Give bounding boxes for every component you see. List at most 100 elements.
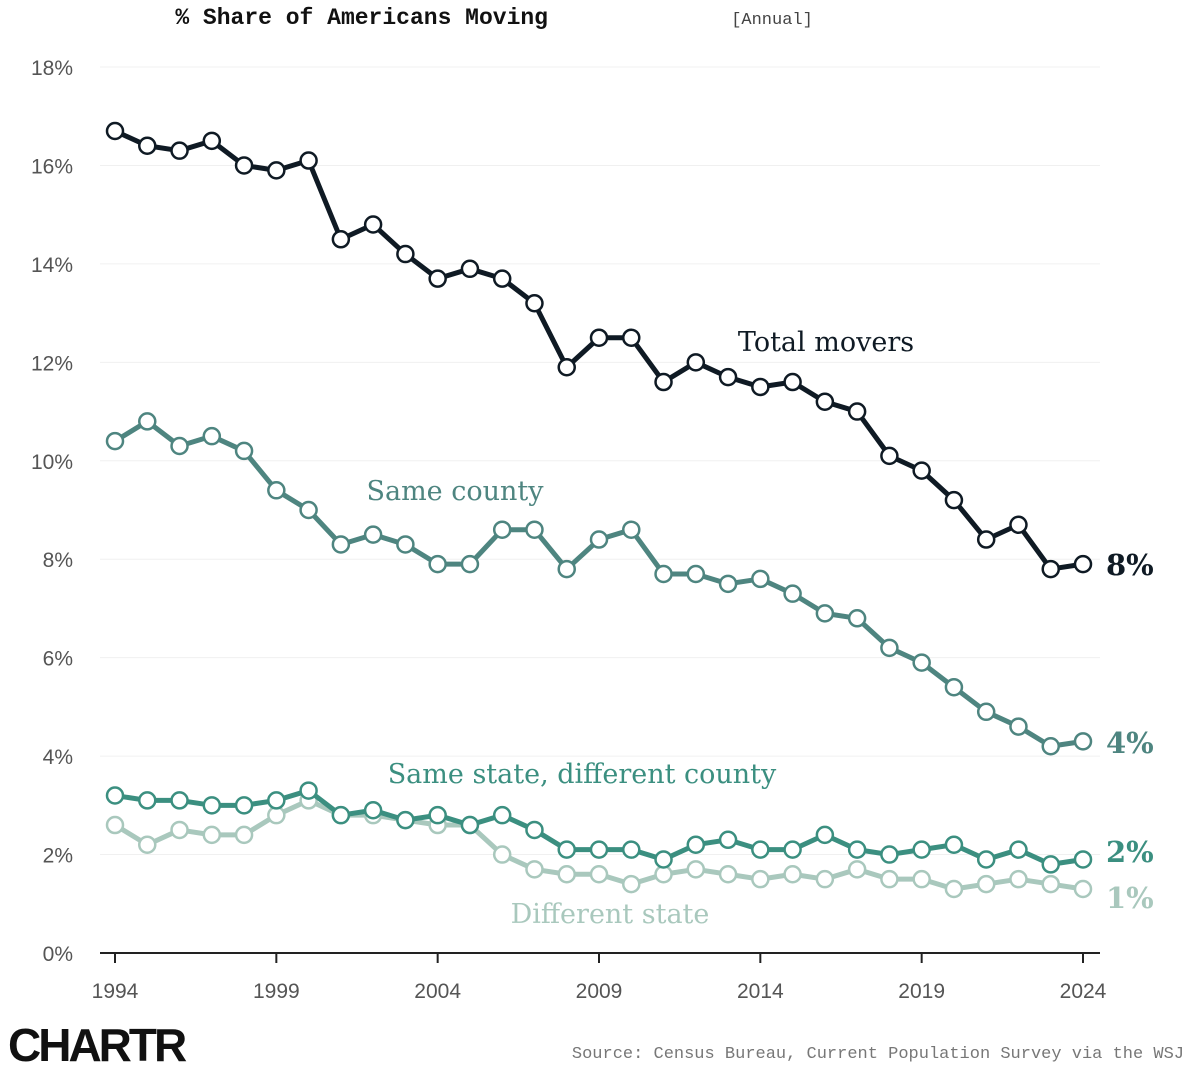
- x-tick-label: 2019: [898, 980, 945, 1003]
- data-point: [525, 820, 544, 840]
- data-point: [718, 574, 738, 594]
- data-point: [622, 328, 641, 347]
- y-tick-label: 12%: [31, 352, 73, 375]
- grid: [100, 66, 1100, 856]
- data-point: [589, 530, 609, 549]
- data-point: [944, 677, 964, 697]
- data-point: [234, 156, 254, 175]
- data-point: [654, 564, 673, 584]
- x-tick-label: 1994: [92, 980, 139, 1003]
- series-same-county: [105, 412, 1093, 756]
- data-point: [1041, 874, 1060, 894]
- data-point: [105, 786, 125, 805]
- data-point: [428, 269, 447, 288]
- data-point: [138, 412, 157, 431]
- data-point: [492, 805, 512, 825]
- end-label-total-movers: 8%: [1106, 548, 1154, 582]
- data-point: [783, 840, 802, 859]
- data-point: [492, 845, 512, 864]
- data-point: [976, 530, 996, 549]
- x-tick-label: 2014: [737, 980, 784, 1003]
- x-tick-label: 2009: [576, 980, 623, 1003]
- data-point: [686, 860, 706, 879]
- data-point: [363, 801, 383, 820]
- series-different-state: [105, 791, 1093, 899]
- data-point: [460, 259, 480, 279]
- data-point: [202, 825, 222, 845]
- data-point: [525, 520, 544, 539]
- y-tick-label: 0%: [43, 943, 73, 966]
- y-tick-label: 8%: [43, 549, 73, 572]
- data-point: [944, 490, 964, 510]
- data-point: [1073, 879, 1093, 899]
- data-point: [654, 372, 673, 392]
- chart-subtitle: [Annual]: [731, 11, 813, 30]
- data-point: [1009, 717, 1028, 736]
- data-point: [492, 520, 512, 539]
- data-point: [267, 791, 286, 810]
- data-point: [912, 869, 931, 889]
- data-point: [525, 294, 544, 313]
- data-point: [622, 520, 641, 539]
- y-tick-label: 6%: [43, 648, 73, 671]
- data-point: [492, 269, 512, 288]
- data-point: [557, 358, 576, 377]
- data-point: [815, 869, 835, 889]
- data-point: [944, 879, 964, 899]
- source-note: Source: Census Bureau, Current Populatio…: [572, 1045, 1184, 1064]
- data-point: [105, 431, 125, 451]
- data-point: [847, 609, 867, 628]
- y-tick-label: 2%: [43, 845, 73, 868]
- data-point: [880, 845, 899, 864]
- data-point: [234, 796, 254, 815]
- data-point: [847, 402, 867, 421]
- end-label-same-state-different-county: 2%: [1106, 835, 1154, 869]
- data-point: [1073, 554, 1093, 574]
- data-point: [589, 864, 609, 884]
- series-total-movers: [105, 121, 1093, 579]
- data-point: [557, 559, 576, 579]
- data-point: [815, 392, 835, 411]
- data-point: [267, 481, 286, 500]
- data-point: [138, 835, 157, 854]
- data-point: [299, 781, 318, 800]
- data-point: [912, 461, 931, 480]
- series-label-same-county: Same county: [366, 476, 544, 507]
- data-point: [170, 791, 189, 810]
- data-point: [912, 840, 931, 859]
- data-point: [299, 500, 318, 520]
- data-point: [525, 860, 544, 879]
- data-point: [331, 805, 351, 825]
- data-point: [331, 230, 351, 249]
- data-point: [880, 638, 899, 658]
- data-point: [976, 850, 996, 869]
- x-axis: 1994 1999 2004 2009 2014 2019 2024: [92, 952, 1107, 1003]
- data-point: [170, 820, 189, 840]
- data-point: [622, 874, 641, 894]
- brand-logo: CHARTR: [8, 1019, 187, 1071]
- data-point: [1041, 559, 1060, 579]
- data-point: [589, 328, 609, 347]
- data-point: [1041, 855, 1060, 874]
- data-point: [815, 825, 835, 845]
- data-point: [202, 131, 222, 151]
- data-point: [460, 815, 480, 835]
- data-point: [751, 377, 770, 397]
- data-point: [686, 835, 706, 854]
- series-line: [112, 128, 1086, 572]
- data-point: [428, 554, 447, 574]
- data-point: [202, 796, 222, 815]
- data-point: [847, 840, 867, 859]
- data-point: [1009, 869, 1028, 889]
- data-point: [718, 367, 738, 387]
- series-layer: [105, 121, 1093, 899]
- data-point: [622, 840, 641, 859]
- end-label-different-state: 1%: [1106, 881, 1154, 915]
- data-point: [1009, 515, 1028, 535]
- x-tick-label: 1999: [253, 980, 300, 1003]
- data-point: [783, 864, 802, 884]
- series-label-total-movers: Total movers: [738, 327, 914, 358]
- data-point: [267, 161, 286, 180]
- data-point: [589, 840, 609, 859]
- series-label-different-state: Different state: [511, 899, 710, 930]
